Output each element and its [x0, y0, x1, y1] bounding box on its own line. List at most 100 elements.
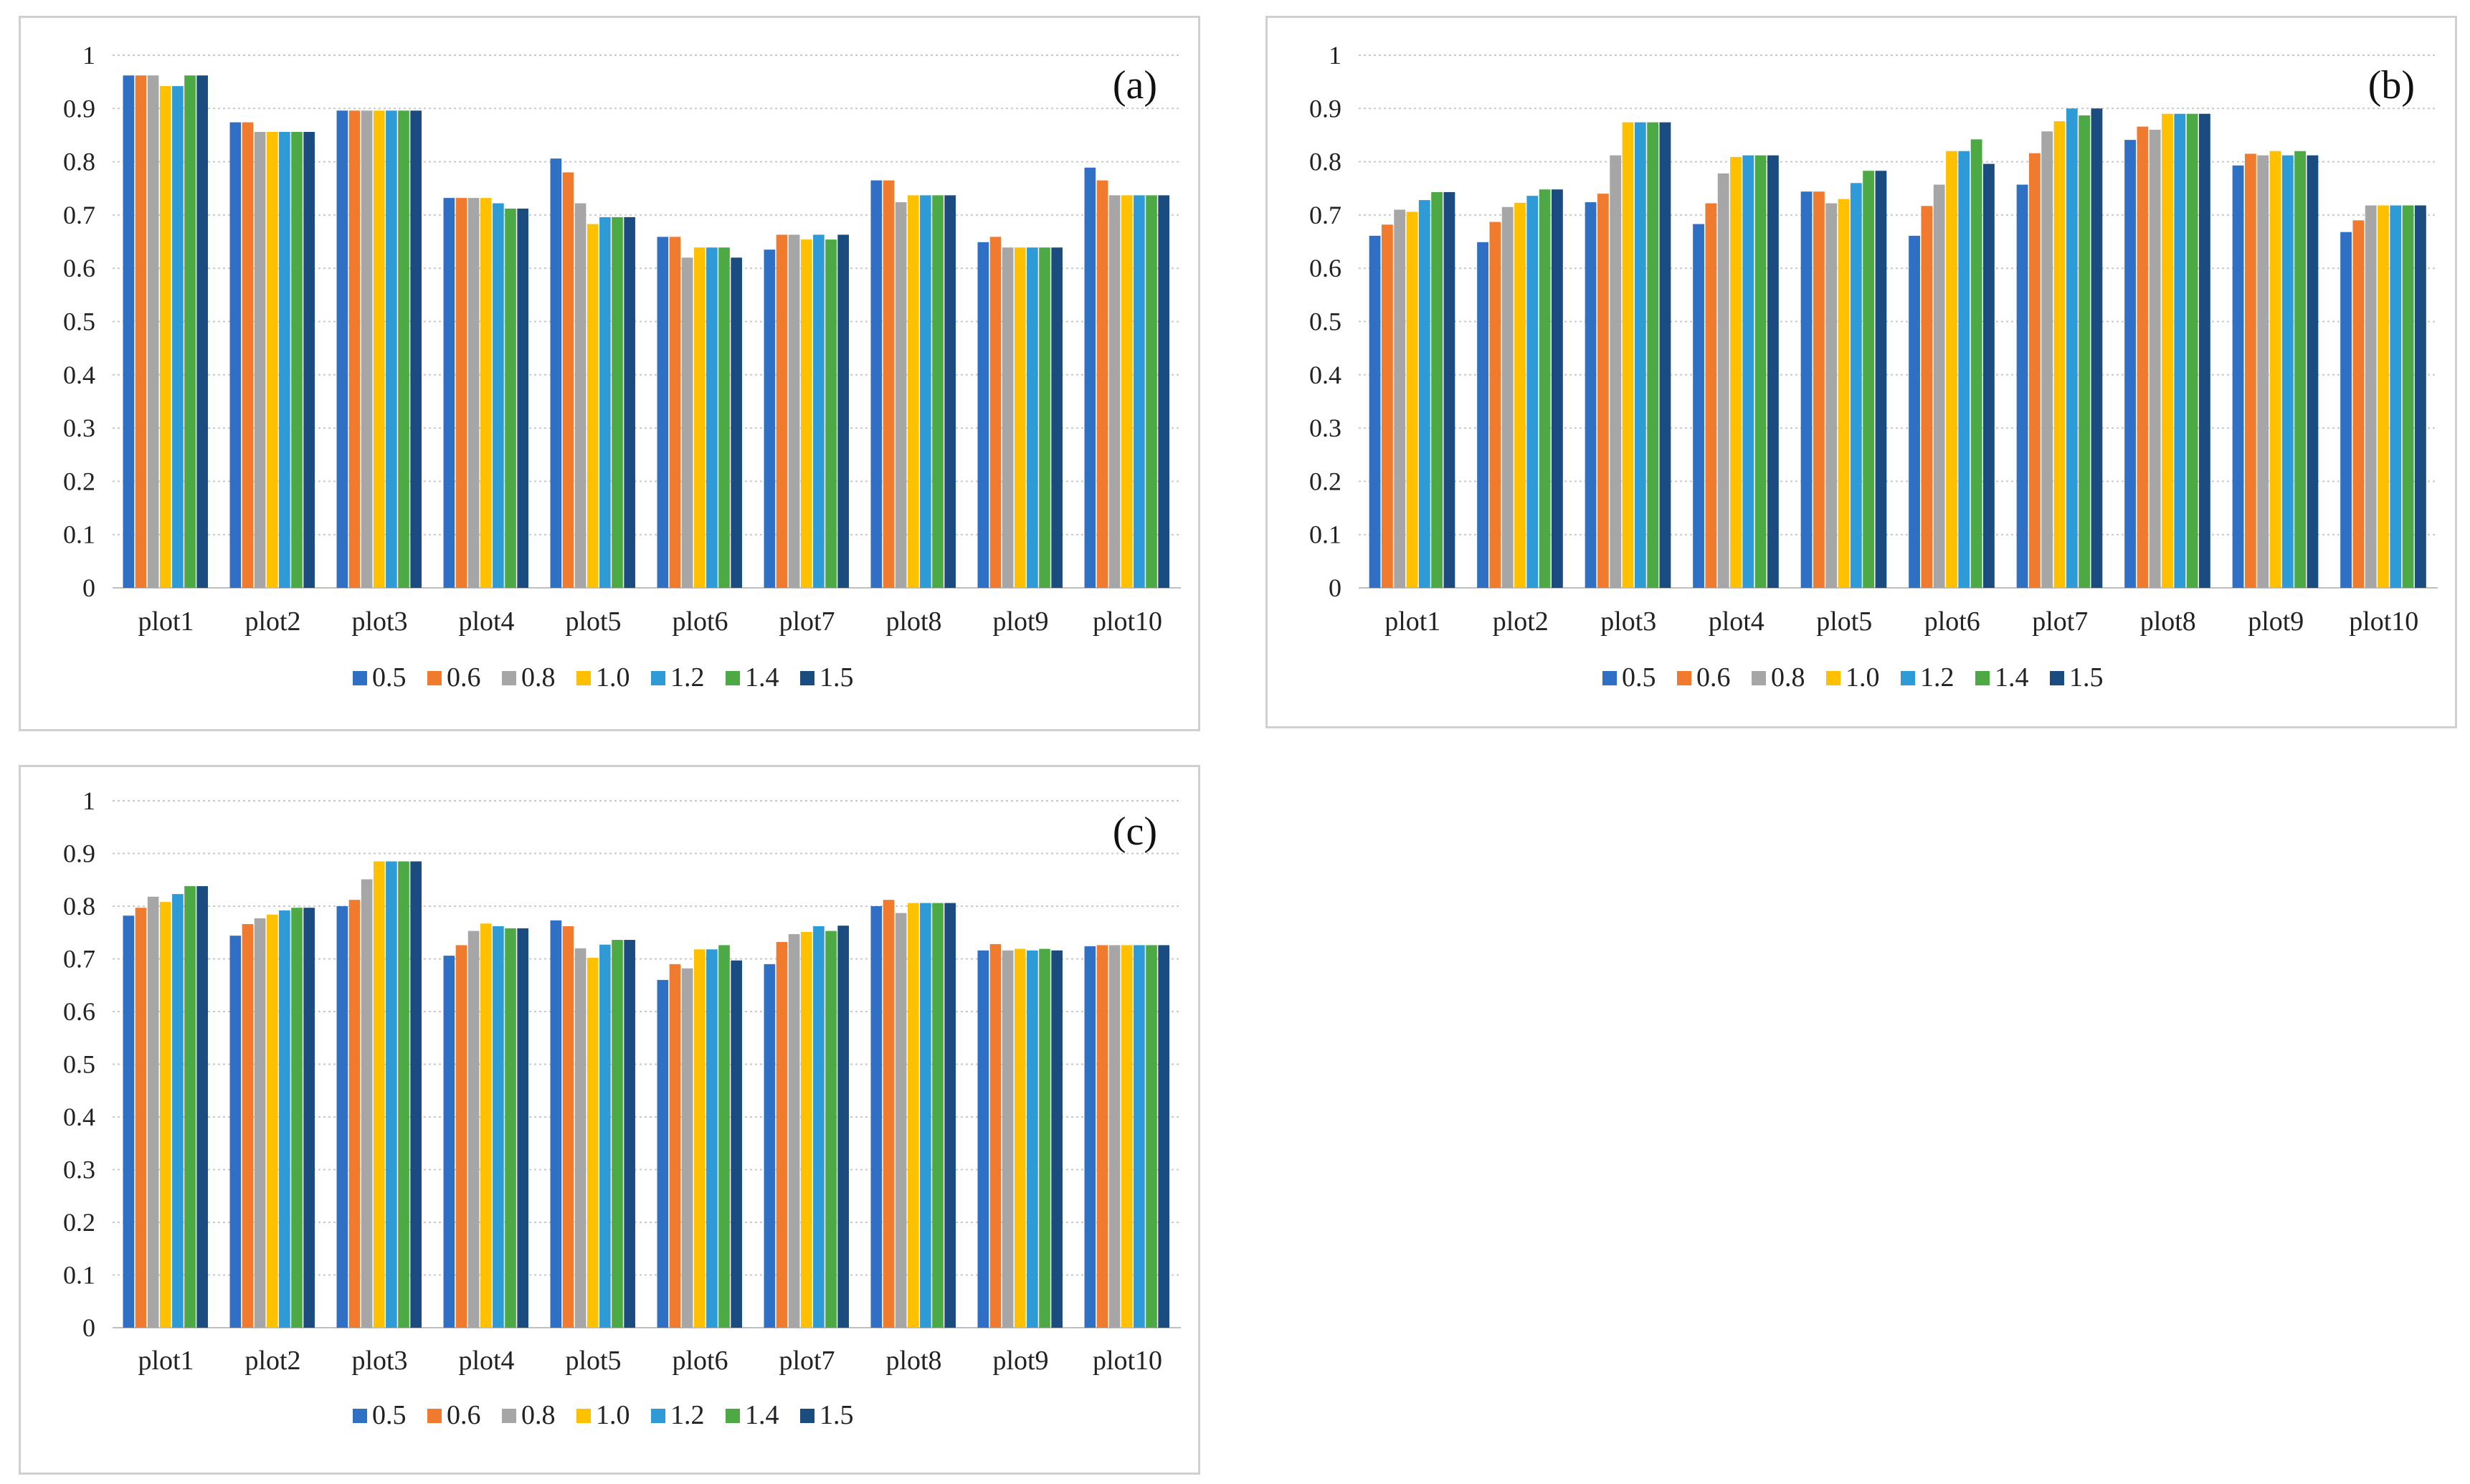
- bar-plot1-0.6: [1381, 224, 1393, 588]
- bar-plot4-0.8: [467, 198, 480, 588]
- x-category-label: plot10: [1093, 1346, 1162, 1376]
- y-tick-label: 0.4: [63, 361, 95, 389]
- bar-plot2-1.4: [1539, 189, 1551, 589]
- y-tick-label: 0.8: [63, 148, 95, 176]
- x-category-label: plot4: [458, 1346, 514, 1376]
- bar-plot10-1.5: [2415, 205, 2426, 588]
- bar-plot7-0.8: [788, 933, 800, 1328]
- y-tick-label: 0.2: [1309, 467, 1341, 495]
- bar-plot5-0.6: [1813, 191, 1825, 588]
- legend-label: 0.5: [372, 662, 407, 693]
- bar-plot6-1.5: [731, 960, 742, 1328]
- y-tick-label: 0.5: [1309, 308, 1341, 336]
- bar-plot9-1.2: [2281, 155, 2294, 588]
- bar-plot8-1.4: [932, 195, 944, 588]
- bar-plot8-1.4: [2186, 113, 2198, 589]
- bar-plot2-0.5: [229, 936, 242, 1328]
- bar-plot5-1.4: [612, 940, 623, 1328]
- legend-label: 1.0: [596, 662, 630, 693]
- x-category-label: plot7: [779, 607, 835, 637]
- bar-plot5-1.0: [1838, 199, 1850, 588]
- legend-label: 0.5: [372, 1400, 407, 1430]
- bar-plot7-1.5: [2091, 108, 2103, 589]
- bar-plot2-0.5: [229, 122, 242, 589]
- bar-plot5-1.5: [624, 217, 635, 588]
- bar-plot9-1.4: [2294, 151, 2307, 589]
- bar-plot8-1.2: [920, 195, 931, 588]
- y-tick-label: 0.9: [63, 94, 95, 123]
- bar-plot5-1.5: [624, 940, 635, 1328]
- bar-plot7-1.4: [825, 931, 837, 1328]
- y-tick-label: 0.7: [63, 201, 95, 229]
- bar-plot8-0.5: [2124, 140, 2136, 589]
- bar-plot8-1.0: [907, 903, 919, 1328]
- bar-plot9-0.6: [989, 943, 1002, 1328]
- bar-plot4-1.0: [480, 923, 492, 1328]
- bar-plot2-1.2: [279, 131, 290, 588]
- bar-plot8-1.4: [932, 903, 944, 1328]
- legend-swatch-1.2: [651, 1409, 665, 1423]
- bar-plot4-0.5: [443, 956, 455, 1328]
- bar-plot1-1.2: [172, 86, 184, 589]
- bar-plot1-1.4: [184, 886, 196, 1328]
- bar-plot2-1.0: [266, 914, 278, 1328]
- x-category-label: plot4: [458, 607, 514, 637]
- bar-plot4-0.5: [1693, 224, 1704, 588]
- bar-plot3-1.0: [1622, 122, 1634, 589]
- bar-plot2-1.0: [266, 131, 278, 588]
- bar-plot2-0.6: [242, 923, 254, 1328]
- bar-plot7-0.6: [776, 941, 788, 1328]
- panel-label: (a): [1113, 63, 1157, 108]
- bar-plot2-1.4: [291, 131, 303, 588]
- bar-plot6-1.2: [706, 247, 718, 588]
- bar-plot9-1.2: [1027, 247, 1038, 588]
- legend-label: 1.5: [820, 662, 854, 693]
- bar-plot2-0.5: [1477, 242, 1488, 588]
- bar-plot2-0.6: [1489, 222, 1501, 588]
- bar-plot2-1.2: [279, 910, 290, 1328]
- bar-plot2-1.5: [1552, 189, 1563, 589]
- bar-plot8-0.5: [870, 180, 883, 589]
- bar-plot10-0.5: [1084, 946, 1096, 1328]
- x-category-label: plot5: [1816, 607, 1872, 637]
- legend-label: 1.2: [670, 1400, 705, 1430]
- bar-plot9-1.0: [1014, 247, 1026, 588]
- x-category-label: plot6: [1924, 607, 1980, 637]
- bar-plot3-1.2: [1634, 122, 1646, 589]
- bar-plot3-1.2: [386, 110, 397, 589]
- bar-plot4-1.5: [517, 208, 528, 588]
- bar-plot7-1.0: [2053, 121, 2066, 588]
- x-category-label: plot7: [2032, 607, 2088, 637]
- bar-plot3-0.6: [348, 900, 361, 1328]
- bar-plot1-1.0: [1406, 211, 1418, 588]
- bar-plot10-1.2: [1134, 195, 1145, 588]
- x-category-label: plot9: [2248, 607, 2304, 637]
- bar-plot10-1.5: [1158, 195, 1169, 588]
- bar-plot8-0.6: [2137, 126, 2149, 588]
- bar-plot7-0.6: [776, 234, 788, 588]
- bar-plot3-1.0: [373, 861, 385, 1328]
- x-category-label: plot9: [992, 607, 1048, 637]
- bar-plot4-1.2: [493, 203, 504, 589]
- y-tick-label: 0.4: [63, 1103, 95, 1131]
- bar-plot5-0.5: [550, 158, 562, 589]
- y-tick-label: 0.1: [63, 1261, 95, 1290]
- bar-plot3-1.5: [1659, 122, 1671, 589]
- bar-plot8-0.8: [895, 913, 907, 1328]
- legend-label: 1.0: [1846, 662, 1880, 693]
- y-tick-label: 0.3: [63, 414, 95, 442]
- bar-plot1-0.8: [147, 896, 159, 1328]
- bar-plot3-0.8: [1610, 155, 1622, 588]
- legend-label: 1.0: [596, 1400, 630, 1430]
- bar-plot3-1.4: [1647, 122, 1659, 589]
- bar-plot3-0.8: [361, 879, 373, 1328]
- bar-plot9-0.8: [2257, 155, 2269, 588]
- bar-plot8-1.2: [2174, 113, 2186, 589]
- bar-plot7-0.5: [2016, 184, 2028, 588]
- bar-plot8-1.0: [907, 195, 919, 588]
- bar-plot7-0.8: [2041, 131, 2053, 588]
- bar-plot9-0.6: [989, 237, 1002, 588]
- bar-plot5-0.8: [574, 203, 586, 589]
- bar-plot9-1.5: [2307, 155, 2319, 588]
- bar-plot5-0.8: [1825, 203, 1838, 589]
